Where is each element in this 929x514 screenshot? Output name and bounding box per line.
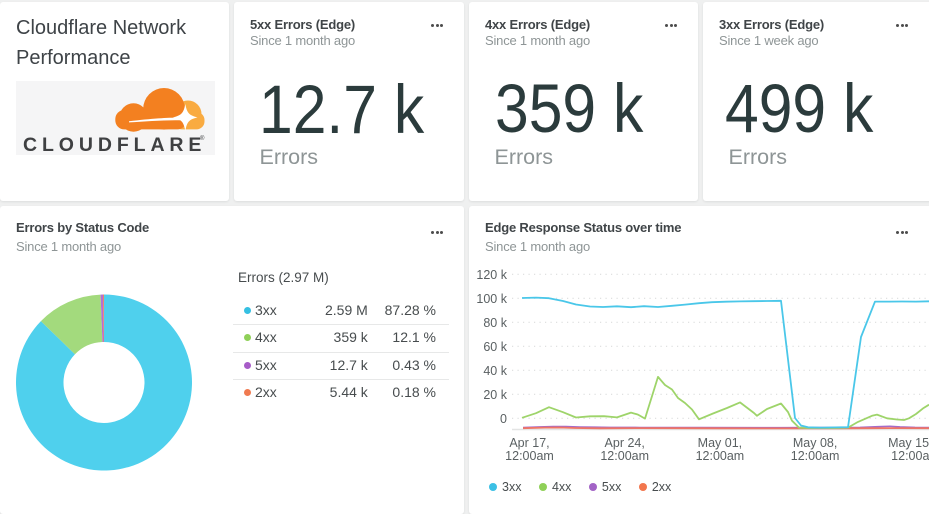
svg-text:CLOUDFLARE: CLOUDFLARE: [23, 134, 206, 155]
svg-text:®: ®: [200, 135, 205, 142]
